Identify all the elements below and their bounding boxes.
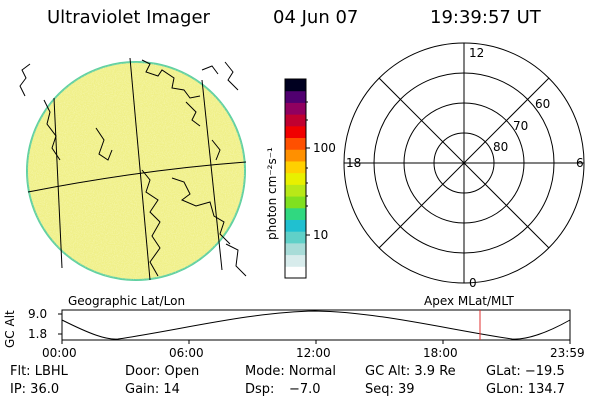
latlon-grid bbox=[27, 57, 247, 281]
colorbar-frame bbox=[284, 78, 307, 279]
seq-value: Seq: 39 bbox=[365, 382, 415, 397]
mlat-label-80: 80 bbox=[493, 140, 509, 154]
colorbar-segment bbox=[285, 219, 306, 232]
apex-panel-label: Apex MLat/MLT bbox=[424, 294, 514, 308]
colorbar-tick-100: 100 bbox=[313, 141, 336, 155]
colorbar-segment bbox=[285, 125, 306, 139]
colorbar-segment bbox=[285, 172, 306, 185]
door-value: Door: Open bbox=[125, 364, 200, 379]
timeline-y-tick-max: 9.0 bbox=[28, 307, 48, 321]
colorbar-segment bbox=[285, 149, 306, 162]
colorbar-segment bbox=[285, 196, 306, 209]
timeline-axis-title: GC Alt bbox=[3, 310, 17, 348]
dsp-value: −7.0 bbox=[289, 382, 321, 397]
timeline-x-tick-0600: 06:00 bbox=[169, 346, 204, 360]
timeline-x-tick-1800: 18:00 bbox=[423, 346, 458, 360]
colorbar-segment bbox=[285, 266, 306, 279]
mlt-label-6: 6 bbox=[576, 156, 584, 170]
time-label: 19:39:57 UT bbox=[430, 7, 541, 28]
glat-value: GLat: −19.5 bbox=[486, 364, 565, 379]
colorbar-segment bbox=[285, 137, 306, 150]
mlt-label-18: 18 bbox=[346, 156, 362, 170]
colorbar-segment bbox=[285, 231, 306, 244]
polar-grid bbox=[343, 42, 585, 284]
timeline-x-tick-0000: 00:00 bbox=[42, 346, 77, 360]
geographic-panel-label: Geographic Lat/Lon bbox=[68, 294, 186, 308]
colorbar-segment bbox=[285, 254, 306, 267]
ip-value: IP: 36.0 bbox=[10, 382, 60, 397]
timeline-plot bbox=[58, 309, 571, 344]
earth-disk-image bbox=[26, 61, 246, 281]
colorbar-ticks bbox=[306, 101, 310, 236]
mlt-label-0: 0 bbox=[469, 276, 477, 290]
app-title: Ultraviolet Imager bbox=[47, 7, 210, 28]
coastline-outlines bbox=[19, 59, 247, 277]
dsp-label: Dsp: bbox=[245, 382, 275, 397]
timeline-x-tick-2359: 23:59 bbox=[550, 346, 585, 360]
gc-alt-value: GC Alt: 3.9 Re bbox=[365, 364, 456, 379]
date-label: 04 Jun 07 bbox=[273, 7, 359, 28]
colorbar-segment bbox=[285, 90, 306, 103]
mlat-label-70: 70 bbox=[513, 119, 529, 133]
colorbar-segment bbox=[285, 79, 306, 92]
mode-value: Mode: Normal bbox=[245, 364, 336, 379]
colorbar-segment bbox=[285, 102, 306, 115]
timeline-y-tick-min: 1.8 bbox=[28, 327, 48, 341]
colorbar-segment bbox=[285, 114, 306, 127]
colorbar-segment bbox=[285, 160, 306, 174]
colorbar-segment bbox=[285, 207, 306, 220]
mlat-label-60: 60 bbox=[535, 97, 551, 111]
colorbar-segment bbox=[285, 242, 306, 256]
colorbar-segment bbox=[285, 184, 306, 197]
colorbar bbox=[285, 79, 306, 279]
timeline-x-tick-1200: 12:00 bbox=[296, 346, 331, 360]
filter-value: Flt: LBHL bbox=[10, 364, 68, 379]
mlt-label-12: 12 bbox=[469, 46, 485, 60]
colorbar-tick-10: 10 bbox=[313, 228, 329, 242]
colorbar-unit-label: photon cm⁻²s⁻¹ bbox=[265, 147, 279, 240]
glon-value: GLon: 134.7 bbox=[486, 382, 566, 397]
gain-value: Gain: 14 bbox=[125, 382, 180, 397]
